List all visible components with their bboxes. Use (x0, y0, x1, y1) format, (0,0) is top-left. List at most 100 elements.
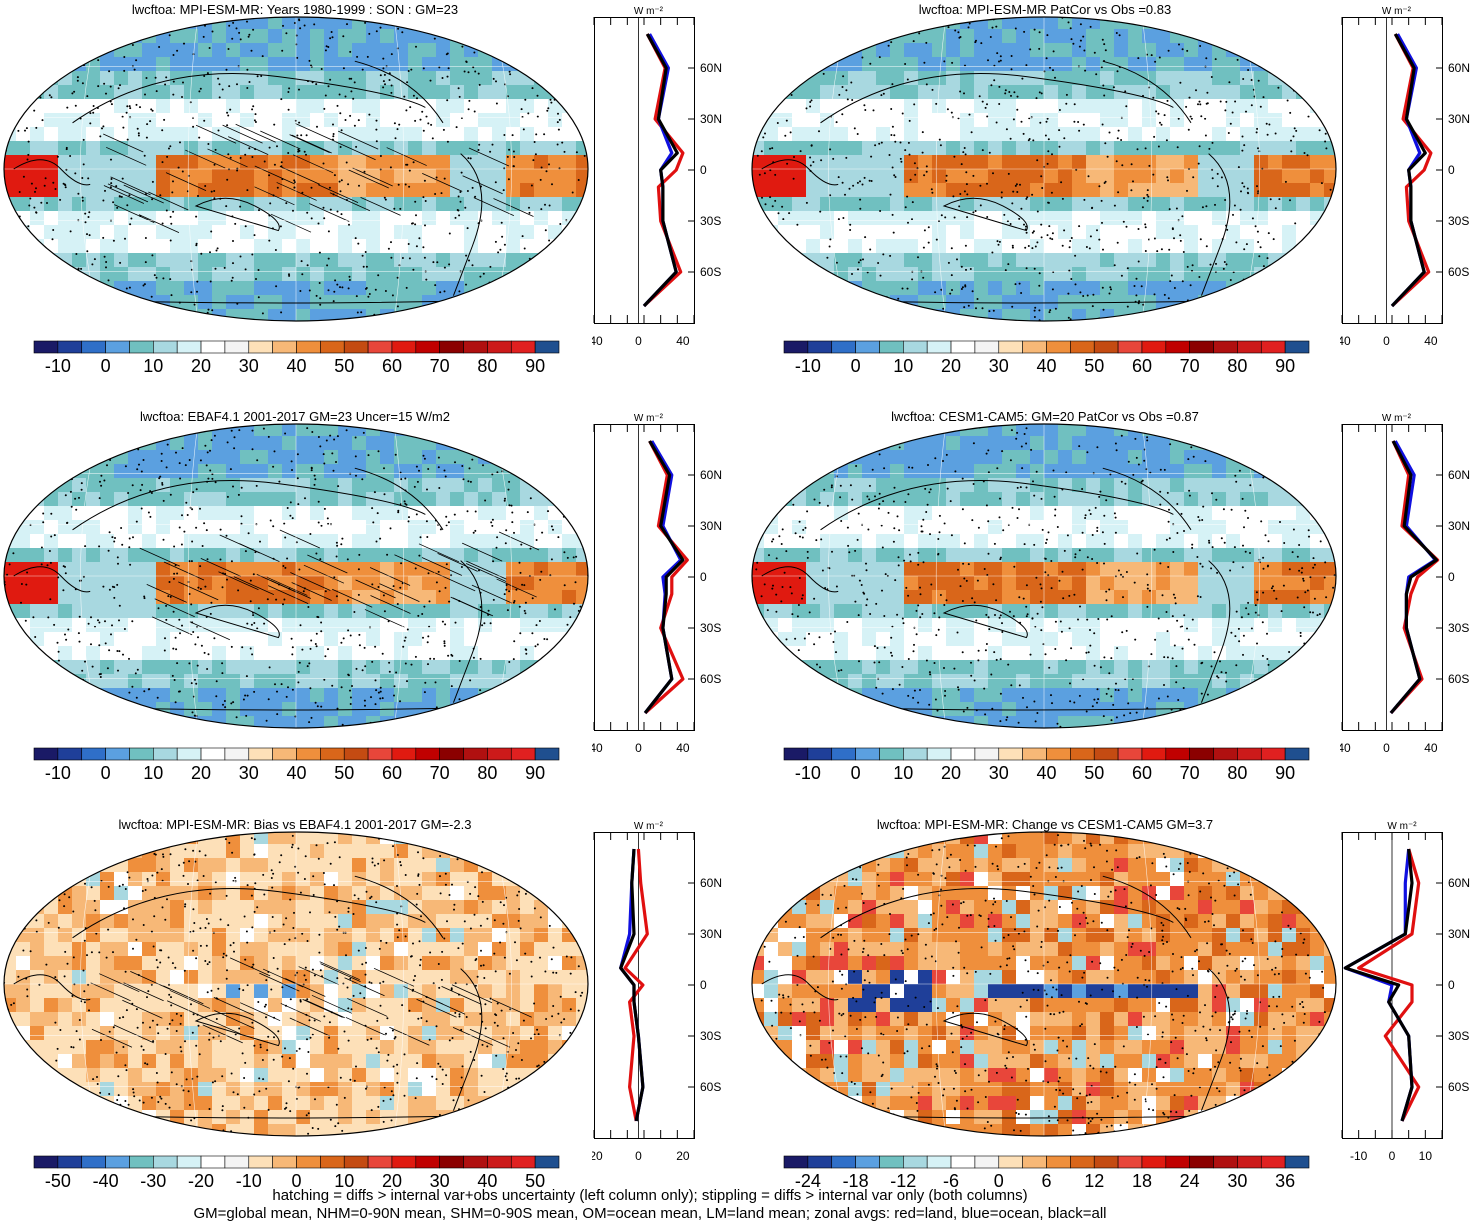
colorbar (783, 1155, 1310, 1169)
colorbar-swatch (464, 1156, 488, 1168)
zonal-x-tick: 0 (635, 1149, 642, 1163)
colorbar-swatch (153, 341, 177, 353)
colorbar-swatch (1070, 1156, 1094, 1168)
colorbar-swatch (1285, 341, 1309, 353)
colorbar-tick-label: 30 (229, 356, 269, 377)
colorbar-swatch (106, 1156, 130, 1168)
colorbar-swatch (344, 341, 368, 353)
colorbar-swatch (784, 341, 808, 353)
zonal-series-land (1392, 34, 1431, 306)
colorbar-swatch (129, 1156, 153, 1168)
colorbar-swatch (1166, 341, 1190, 353)
colorbar-swatch (368, 748, 392, 760)
zonal-x-tick: 10 (1419, 1149, 1433, 1163)
colorbar-swatch (1094, 1156, 1118, 1168)
colorbar-swatch (106, 341, 130, 353)
colorbar-swatch (249, 341, 273, 353)
zonal-series-ocean (1345, 849, 1412, 1121)
colorbar-tick-label: 60 (372, 356, 412, 377)
zonal-lat-label: 30N (700, 927, 722, 941)
colorbar-swatch (975, 1156, 999, 1168)
colorbar-tick-label: 10 (883, 763, 923, 784)
colorbar-swatch (999, 748, 1023, 760)
colorbar-swatch (273, 1156, 297, 1168)
colorbar-swatch (808, 1156, 832, 1168)
colorbar-swatch (34, 748, 58, 760)
colorbar-swatch (249, 748, 273, 760)
zonal-lat-label: 30N (1448, 112, 1470, 126)
colorbar-swatch (975, 341, 999, 353)
colorbar-tick-label: 20 (931, 763, 971, 784)
colorbar-tick-label: 20 (181, 763, 221, 784)
colorbar-swatch (1214, 748, 1238, 760)
colorbar-swatch (201, 341, 225, 353)
colorbar-tick-label: 90 (515, 763, 555, 784)
zonal-lat-label: 60S (700, 672, 721, 686)
colorbar-swatch (297, 748, 321, 760)
colorbar-swatch (1047, 748, 1071, 760)
zonal-x-tick: 40 (676, 741, 690, 755)
colorbar-swatch (832, 1156, 856, 1168)
colorbar-swatch (808, 341, 832, 353)
colorbar-swatch (879, 748, 903, 760)
zonal-x-tick: 0 (1383, 741, 1390, 755)
colorbar-swatch (58, 748, 82, 760)
colorbar-swatch (225, 1156, 249, 1168)
colorbar-swatch (1142, 1156, 1166, 1168)
colorbar-swatch (201, 748, 225, 760)
zonal-series-all (644, 34, 677, 306)
colorbar-swatch (951, 341, 975, 353)
colorbar-swatch (464, 748, 488, 760)
colorbar-tick-label: 90 (515, 356, 555, 377)
zonal-lat-label: 0 (1448, 163, 1455, 177)
zonal-x-tick: -10 (1350, 1149, 1368, 1163)
zonal-series-all (1392, 34, 1425, 306)
colorbar-tick-label: 40 (1027, 763, 1067, 784)
colorbar-swatch (487, 1156, 511, 1168)
zonal-unit-label: W m⁻² (634, 821, 664, 832)
zonal-series-all (621, 849, 643, 1121)
colorbar-tick-label: 10 (133, 763, 173, 784)
zonal-x-tick: 0 (635, 334, 642, 348)
colorbar-swatch (1023, 748, 1047, 760)
colorbar-swatch (1118, 748, 1142, 760)
zonal-lat-label: 30S (700, 1029, 721, 1043)
colorbar-swatch (1261, 341, 1285, 353)
zonal-unit-label: W m⁻² (1387, 821, 1417, 832)
colorbar-tick-label: 90 (1265, 356, 1305, 377)
colorbar-swatch (273, 748, 297, 760)
colorbar-tick-label: 70 (1170, 356, 1210, 377)
colorbar-swatch (903, 1156, 927, 1168)
zonal-lat-label: 30N (700, 112, 722, 126)
colorbar-swatch (34, 1156, 58, 1168)
colorbar-tick-label: 30 (979, 356, 1019, 377)
global-map (2, 830, 590, 1138)
zonal-unit-label: W m⁻² (1382, 6, 1412, 17)
colorbar-swatch (177, 341, 201, 353)
zonal-lat-label: 30S (1448, 214, 1469, 228)
colorbar-swatch (1285, 748, 1309, 760)
zonal-lat-label: 60S (1448, 1080, 1469, 1094)
colorbar-swatch (129, 341, 153, 353)
colorbar-swatch (951, 1156, 975, 1168)
zonal-lat-label: 0 (1448, 570, 1455, 584)
colorbar-swatch (392, 341, 416, 353)
colorbar-swatch (1214, 1156, 1238, 1168)
colorbar-swatch (1023, 341, 1047, 353)
zonal-series-all (1345, 849, 1412, 1121)
colorbar-swatch (784, 1156, 808, 1168)
colorbar-swatch (1094, 748, 1118, 760)
colorbar-tick-label: 40 (277, 763, 317, 784)
zonal-lat-label: 60N (700, 61, 722, 75)
colorbar-swatch (1166, 1156, 1190, 1168)
colorbar-swatch (416, 341, 440, 353)
colorbar-swatch (1214, 341, 1238, 353)
colorbar-swatch (927, 1156, 951, 1168)
colorbar-swatch (106, 748, 130, 760)
